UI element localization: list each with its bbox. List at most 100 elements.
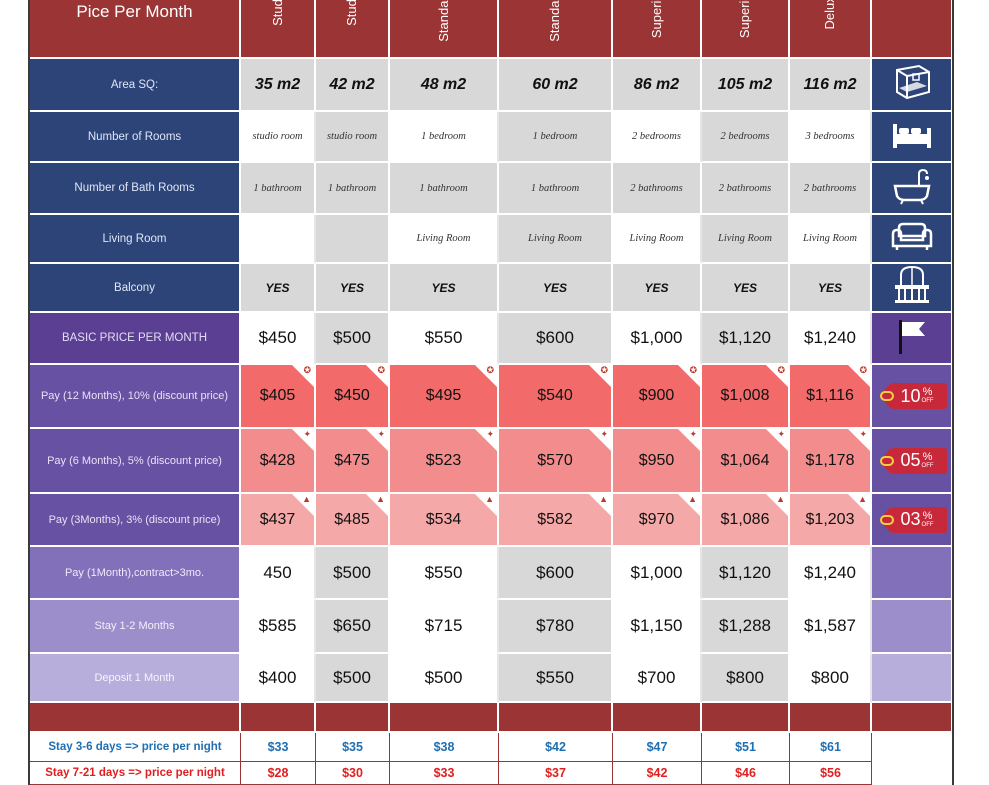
separator-cell bbox=[790, 703, 872, 733]
cell-value: YES bbox=[732, 280, 757, 295]
cell-value: $437 bbox=[259, 510, 296, 528]
header-icon-cell bbox=[872, 0, 953, 59]
cell-value: $1,178 bbox=[805, 451, 855, 469]
discount-tag-percent-sign: % bbox=[922, 450, 933, 463]
table-cell: Living Room bbox=[790, 215, 872, 264]
table-cell: $1,000 bbox=[613, 313, 702, 365]
discount-tag-icon: 10% OFF bbox=[877, 381, 947, 411]
table-cell: 3 bedrooms bbox=[790, 112, 872, 163]
discount-tag-off: OFF bbox=[921, 521, 934, 528]
cell-value: 60 m2 bbox=[532, 75, 578, 93]
discount-tag-number: 03 bbox=[900, 509, 921, 529]
row-label: Stay 1-2 Months bbox=[30, 600, 241, 654]
discount-corner-flag bbox=[848, 365, 870, 387]
table-cell: $450 bbox=[241, 313, 316, 365]
cell-value: $550 bbox=[424, 328, 463, 347]
cell-value: Living Room bbox=[718, 233, 772, 244]
flag-icon bbox=[889, 316, 935, 361]
cell-value: $1,120 bbox=[719, 328, 771, 347]
cell-value: $950 bbox=[638, 451, 675, 469]
cell-value: 105 m2 bbox=[717, 75, 773, 93]
table-cell: 2 bathrooms bbox=[790, 163, 872, 215]
table-cell: $495 ✪ bbox=[390, 365, 499, 429]
cell-value: 1 bathroom bbox=[253, 182, 302, 194]
table-cell: 1 bathroom bbox=[241, 163, 316, 215]
cell-value: $1,120 bbox=[719, 562, 771, 582]
cell-value: YES bbox=[644, 280, 669, 295]
table-cell: $500 bbox=[316, 313, 390, 365]
row-icon-cell: 03% OFF bbox=[872, 494, 953, 547]
discount-tag-label: 03% OFF bbox=[878, 506, 947, 533]
separator-cell bbox=[499, 703, 613, 733]
discount-tag-icon: 03% OFF bbox=[877, 505, 947, 535]
discount-tag-off: OFF bbox=[921, 398, 934, 404]
row-icon-cell bbox=[872, 547, 953, 600]
table-cell: $485 ▲ bbox=[316, 494, 390, 547]
nightly-price: $47 bbox=[613, 733, 702, 762]
cell-value: $700 bbox=[637, 667, 676, 687]
cell-value: YES bbox=[817, 280, 842, 295]
table-cell: Living Room bbox=[390, 215, 499, 264]
cell-value: 3 bedrooms bbox=[805, 131, 855, 142]
table-cell: $1,587 bbox=[790, 600, 872, 654]
discount-badge-icon: ▲ bbox=[688, 494, 697, 504]
table-cell: 1 bathroom bbox=[499, 163, 613, 215]
nightly-price: $28 bbox=[241, 762, 316, 785]
table-cell: $1,116 ✪ bbox=[790, 365, 872, 429]
column-header-label: Standard bbox=[547, 0, 562, 42]
table-cell: 1 bathroom bbox=[390, 163, 499, 215]
cell-value: $600 bbox=[536, 562, 574, 582]
cell-value: $582 bbox=[537, 510, 573, 528]
nightly-price: $46 bbox=[702, 762, 790, 785]
row-icon-cell bbox=[872, 112, 953, 163]
tag-string bbox=[879, 391, 894, 401]
cell-value: $1,116 bbox=[806, 387, 854, 404]
nightly-price: $30 bbox=[316, 762, 390, 785]
table-cell: $550 bbox=[499, 654, 613, 703]
discount-corner-flag bbox=[292, 429, 314, 451]
discount-corner-flag bbox=[366, 365, 388, 387]
table-cell: $500 bbox=[316, 654, 390, 703]
column-header: Deluxe bbox=[790, 0, 872, 59]
table-cell: YES bbox=[702, 264, 790, 313]
table-cell: 86 m2 bbox=[613, 59, 702, 112]
cell-value: $405 bbox=[259, 387, 296, 404]
table-cell: 2 bathrooms bbox=[613, 163, 702, 215]
row-icon-cell bbox=[872, 59, 953, 112]
discount-corner-flag bbox=[589, 494, 611, 516]
table-cell: $405 ✪ bbox=[241, 365, 316, 429]
column-header: Superior bbox=[702, 0, 790, 59]
column-header-label: Superior bbox=[648, 0, 664, 39]
cell-value: $1,086 bbox=[720, 510, 770, 528]
cell-value: 2 bedrooms bbox=[632, 131, 681, 142]
cell-value: 48 m2 bbox=[420, 75, 467, 93]
nightly-price: $42 bbox=[499, 733, 613, 762]
cell-value: 450 bbox=[263, 562, 292, 582]
table-cell: YES bbox=[790, 264, 872, 313]
cell-value: $500 bbox=[333, 562, 371, 582]
cell-value: $800 bbox=[811, 667, 849, 687]
discount-tag-percent: % OFF bbox=[922, 450, 934, 470]
cell-value: $585 bbox=[258, 616, 297, 635]
column-header-label: Deluxe bbox=[822, 0, 837, 30]
table-cell: Living Room bbox=[499, 215, 613, 264]
separator-cell bbox=[702, 703, 790, 733]
column-header-label: Studio bbox=[269, 0, 285, 26]
row-icon-cell bbox=[872, 313, 953, 365]
cell-value: 1 bathroom bbox=[327, 182, 377, 194]
table-cell: YES bbox=[316, 264, 390, 313]
discount-tag-percent-sign: % bbox=[922, 386, 933, 398]
cell-value: $540 bbox=[537, 387, 573, 404]
discount-corner-flag bbox=[292, 365, 314, 387]
table-cell: 48 m2 bbox=[390, 59, 499, 112]
column-header: Standard bbox=[390, 0, 499, 59]
discount-tag-number: 05 bbox=[900, 450, 921, 470]
cell-value: $1,000 bbox=[630, 328, 683, 347]
table-cell: $437 ▲ bbox=[241, 494, 316, 547]
cell-value: $500 bbox=[333, 667, 371, 687]
discount-badge-icon: ▲ bbox=[485, 494, 494, 504]
table-cell: 2 bedrooms bbox=[702, 112, 790, 163]
table-cell: 42 m2 bbox=[316, 59, 390, 112]
table-cell: $600 bbox=[499, 547, 613, 600]
cell-value: $534 bbox=[425, 510, 462, 528]
